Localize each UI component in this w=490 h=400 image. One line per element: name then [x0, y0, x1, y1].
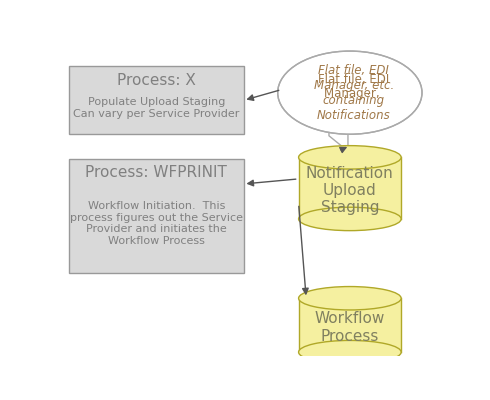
FancyBboxPatch shape: [69, 159, 244, 273]
Text: Process: X: Process: X: [117, 73, 196, 88]
Polygon shape: [329, 131, 348, 151]
Ellipse shape: [298, 286, 401, 310]
Text: Flat file, EDI
Manager,: Flat file, EDI Manager,: [318, 72, 389, 100]
FancyBboxPatch shape: [69, 66, 244, 134]
Text: Process: WFPRINIT: Process: WFPRINIT: [85, 165, 227, 180]
Text: Notification
Upload
Staging: Notification Upload Staging: [306, 166, 394, 215]
Ellipse shape: [298, 146, 401, 169]
Text: Workflow Initiation.  This
process figures out the Service
Provider and initiate: Workflow Initiation. This process figure…: [70, 201, 243, 246]
Polygon shape: [298, 157, 401, 219]
Ellipse shape: [278, 51, 422, 134]
Text: Populate Upload Staging
Can vary per Service Provider: Populate Upload Staging Can vary per Ser…: [73, 97, 240, 119]
Text: Workflow
Process: Workflow Process: [315, 311, 385, 344]
Ellipse shape: [298, 340, 401, 364]
Polygon shape: [298, 298, 401, 352]
Ellipse shape: [298, 207, 401, 231]
Text: Flat file, EDI
Manager, etc.
containing
Notifications: Flat file, EDI Manager, etc. containing …: [314, 64, 394, 122]
